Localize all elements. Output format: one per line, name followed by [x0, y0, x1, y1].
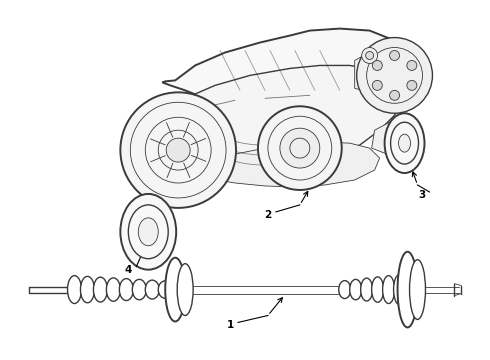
Polygon shape: [180, 142, 380, 187]
Circle shape: [390, 90, 399, 100]
Ellipse shape: [165, 258, 185, 321]
Ellipse shape: [132, 279, 147, 300]
Ellipse shape: [80, 276, 95, 303]
Ellipse shape: [393, 274, 406, 305]
Ellipse shape: [177, 264, 193, 315]
Ellipse shape: [94, 277, 107, 302]
Ellipse shape: [106, 278, 121, 301]
Ellipse shape: [145, 280, 159, 299]
Ellipse shape: [120, 279, 133, 301]
Polygon shape: [145, 115, 195, 160]
Circle shape: [362, 48, 378, 63]
Circle shape: [390, 50, 399, 60]
Circle shape: [366, 51, 374, 59]
Ellipse shape: [410, 260, 425, 319]
Ellipse shape: [158, 281, 172, 298]
Polygon shape: [371, 122, 415, 158]
Circle shape: [258, 106, 342, 190]
Circle shape: [280, 128, 320, 168]
Circle shape: [407, 80, 417, 90]
Ellipse shape: [350, 279, 362, 300]
Ellipse shape: [371, 277, 384, 302]
Ellipse shape: [138, 218, 158, 246]
Circle shape: [372, 80, 382, 90]
Circle shape: [166, 138, 190, 162]
Ellipse shape: [397, 252, 417, 328]
Ellipse shape: [121, 194, 176, 270]
Polygon shape: [355, 53, 415, 95]
Text: 2: 2: [264, 210, 271, 220]
Ellipse shape: [385, 113, 424, 173]
Polygon shape: [162, 28, 399, 108]
Ellipse shape: [68, 276, 81, 303]
Text: 3: 3: [418, 190, 425, 200]
Ellipse shape: [383, 276, 394, 303]
Ellipse shape: [339, 280, 351, 298]
Text: 4: 4: [124, 265, 132, 275]
Text: 1: 1: [226, 320, 234, 330]
Polygon shape: [145, 66, 405, 163]
Ellipse shape: [361, 278, 372, 301]
Ellipse shape: [398, 134, 411, 152]
Circle shape: [407, 60, 417, 71]
Circle shape: [357, 37, 433, 113]
Circle shape: [121, 92, 236, 208]
Circle shape: [372, 60, 382, 71]
